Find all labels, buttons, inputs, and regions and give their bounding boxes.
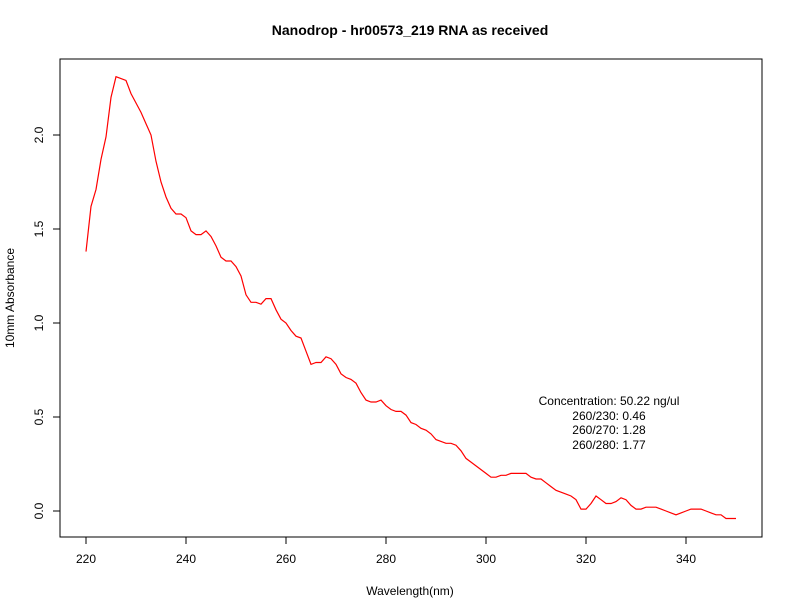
annotation-block: Concentration: 50.22 ng/ul 260/230: 0.46…	[539, 394, 680, 452]
annotation-ratio-260-230: 260/230: 0.46	[572, 409, 646, 423]
y-axis: 0.0 0.5 1.0 1.5 2.0	[32, 126, 60, 519]
absorbance-series-line	[85, 75, 736, 520]
annotation-ratio-260-270: 260/270: 1.28	[572, 423, 646, 437]
x-tick-label: 320	[576, 552, 596, 566]
annotation-concentration: Concentration: 50.22 ng/ul	[539, 394, 680, 408]
x-tick-label: 240	[176, 552, 196, 566]
y-tick-label: 1.0	[32, 314, 46, 331]
series-layer	[85, 75, 736, 520]
annotation-ratio-260-280: 260/280: 1.77	[572, 438, 646, 452]
y-axis-label: 10mm Absorbance	[3, 248, 17, 348]
x-tick-label: 280	[376, 552, 396, 566]
x-axis-label: Wavelength(nm)	[366, 584, 454, 598]
x-tick-label: 260	[276, 552, 296, 566]
x-tick-label: 300	[476, 552, 496, 566]
x-tick-label: 340	[676, 552, 696, 566]
plot-frame	[59, 58, 763, 538]
chart-title: Nanodrop - hr00573_219 RNA as received	[272, 22, 549, 38]
y-tick-label: 2.0	[32, 126, 46, 143]
x-axis: 220 240 260 280 300 320 340	[76, 537, 696, 566]
y-tick-label: 0.5	[32, 408, 46, 425]
y-tick-label: 0.0	[32, 502, 46, 519]
y-tick-label: 1.5	[32, 220, 46, 237]
x-tick-label: 220	[76, 552, 96, 566]
